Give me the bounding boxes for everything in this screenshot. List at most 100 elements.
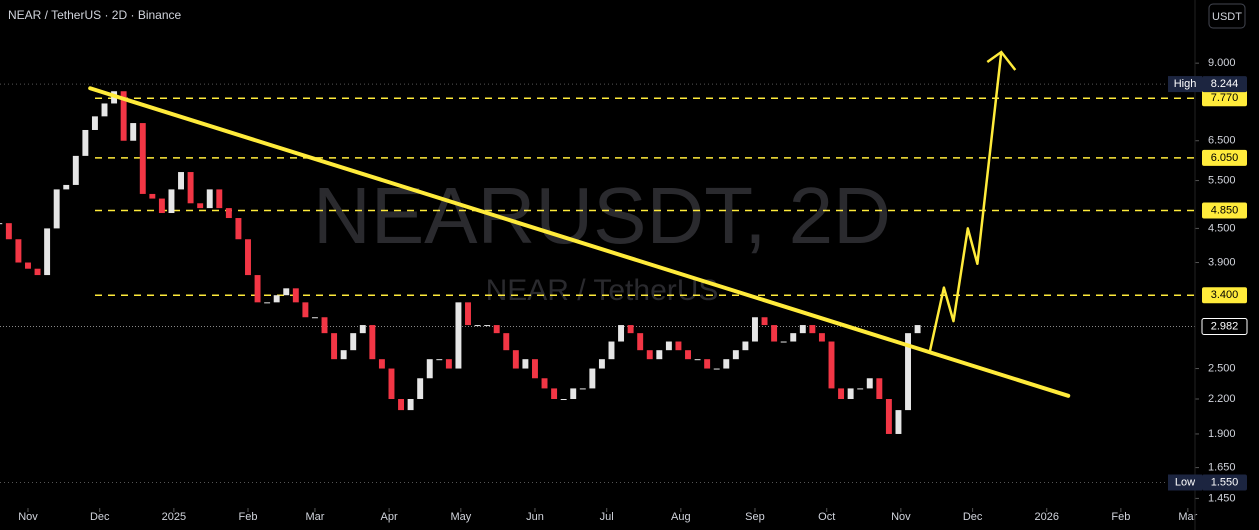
candle: [34, 268, 41, 276]
candle: [474, 325, 481, 327]
x-tick-label: Dec: [963, 511, 983, 523]
candle: [809, 325, 816, 334]
candle: [656, 350, 663, 360]
candle: [178, 172, 184, 190]
y-tick-label: 2.200: [1208, 393, 1236, 405]
candle: [742, 341, 749, 351]
candle: [5, 223, 12, 240]
watermark: NEARUSDT, 2D: [313, 171, 891, 260]
candle: [570, 388, 577, 400]
candle: [608, 341, 615, 360]
projection-arrowhead: [986, 50, 1017, 71]
candle: [331, 333, 338, 360]
x-tick-label: Mar: [305, 511, 324, 523]
y-tick-label: 6.500: [1208, 135, 1236, 147]
y-tick-label: 5.500: [1208, 174, 1236, 186]
candle: [158, 198, 165, 214]
level-label: 3.400: [1211, 289, 1239, 301]
candle: [350, 333, 357, 351]
y-tick-label: 4.500: [1208, 222, 1236, 234]
candle: [216, 189, 223, 209]
candle: [522, 359, 529, 369]
candle: [340, 350, 347, 360]
candle: [321, 317, 328, 334]
candle: [187, 172, 194, 204]
high-name: High: [1174, 78, 1197, 90]
x-tick-label: Dec: [90, 511, 110, 523]
candle: [311, 317, 318, 319]
y-tick-label: 1.650: [1208, 462, 1236, 474]
candle: [426, 359, 433, 379]
y-tick-label: 1.450: [1208, 492, 1236, 504]
x-tick-label: Nov: [18, 511, 38, 523]
trendline: [88, 86, 1071, 398]
candle: [685, 350, 691, 360]
candle: [503, 333, 510, 351]
high-box: [1202, 76, 1247, 93]
candle: [369, 325, 376, 360]
candle: [455, 302, 462, 369]
candle: [866, 378, 873, 389]
chart-title: NEAR / TetherUS · 2D · Binance: [8, 8, 182, 22]
candle: [598, 359, 605, 369]
candle: [723, 359, 730, 369]
level-label: 7.770: [1211, 92, 1239, 104]
candle: [895, 410, 902, 434]
x-tick-label: May: [450, 511, 471, 523]
candle: [512, 350, 519, 369]
candle: [273, 295, 280, 303]
x-tick-label: Jun: [526, 511, 544, 523]
x-tick-label: Jul: [600, 511, 614, 523]
candle: [378, 359, 385, 369]
candle: [579, 388, 586, 390]
currency-label: USDT: [1212, 11, 1242, 23]
candle: [359, 325, 366, 334]
candle: [82, 129, 89, 156]
y-tick-label: 1.900: [1208, 428, 1236, 440]
candle: [675, 341, 682, 351]
candle: [876, 378, 883, 400]
candle: [63, 184, 70, 190]
candle: [44, 228, 51, 276]
candle: [130, 123, 137, 141]
candle: [761, 317, 768, 326]
candle: [914, 325, 921, 334]
candle: [465, 302, 471, 326]
x-tick-label: Feb: [239, 511, 258, 523]
candle: [197, 203, 204, 209]
candle: [254, 275, 261, 303]
candle: [885, 399, 892, 434]
currency-button[interactable]: [1208, 3, 1246, 29]
candle: [398, 399, 405, 411]
candle: [101, 103, 108, 117]
candle: [407, 399, 414, 411]
y-tick-label: 9.000: [1208, 57, 1236, 69]
candle: [541, 378, 548, 389]
candle: [388, 368, 395, 400]
candle: [245, 239, 251, 276]
candle: [417, 378, 424, 400]
candle: [436, 359, 443, 361]
candle: [694, 359, 701, 361]
x-tick-label: 2026: [1034, 511, 1058, 523]
candle: [235, 218, 242, 240]
candle: [206, 189, 213, 209]
candle: [637, 333, 644, 351]
candle: [149, 193, 156, 199]
candle: [713, 368, 720, 370]
level-label: 4.850: [1211, 204, 1239, 216]
level-box: [1202, 90, 1247, 107]
level-box: [1202, 149, 1247, 166]
candle: [493, 325, 500, 334]
candle: [139, 123, 146, 194]
low-box: [1202, 474, 1247, 491]
low-label: 1.550: [1211, 476, 1239, 488]
candle: [752, 317, 758, 342]
y-tick-label: 3.900: [1208, 256, 1236, 268]
candle: [551, 388, 558, 400]
candle: [292, 288, 299, 303]
candle: [665, 341, 672, 351]
candle: [445, 359, 452, 369]
